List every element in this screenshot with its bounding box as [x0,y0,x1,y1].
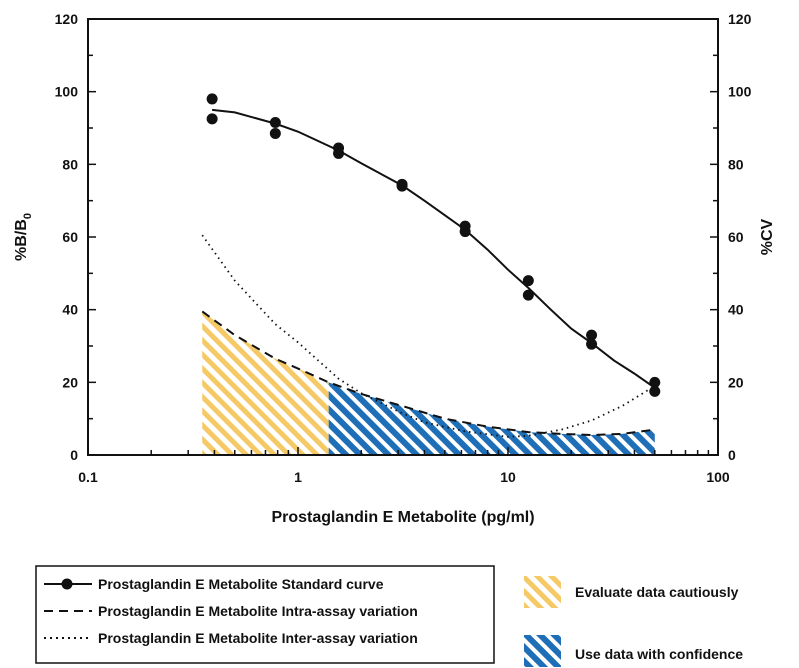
legend-marker-standard-curve [61,578,73,590]
shaded-region-evaluate-cautiously [202,311,329,455]
y-axis-title-left: %B/B0 [13,213,34,261]
y-tick-label-right: 0 [728,447,736,463]
x-tick-label: 100 [706,469,730,485]
y-tick-label-right: 20 [728,374,744,390]
legend-label-evaluate-cautiously: Evaluate data cautiously [575,584,739,600]
plot-frame [87,18,719,456]
shaded-regions [202,311,655,455]
y-axis-title-left-subscript: 0 [22,213,34,219]
y-tick-label-left: 0 [70,447,78,463]
y-tick-label-left: 100 [55,84,79,100]
legend-swatch-use-with-confidence [524,635,561,667]
y-axis-title-left-main: %B/B [13,219,30,261]
standard-curve-markers [206,93,661,397]
legend-box [35,565,495,664]
data-point [206,113,218,125]
y-axis-title-right: %CV [759,218,776,255]
y-tick-label-left: 20 [62,374,78,390]
svg-text:%B/B0: %B/B0 [13,213,34,261]
x-tick-label: 0.1 [78,469,98,485]
data-point [522,275,534,287]
axis-tick-labels: 0 20 40 60 80 100 120 0 20 40 60 80 100 120 0.1 1 10 100 [55,11,752,485]
y-tick-label-right: 60 [728,229,744,245]
data-point [522,289,534,301]
legend-label-standard-curve: Prostaglandin E Metabolite Standard curv… [98,576,384,592]
y-tick-label-right: 80 [728,156,744,172]
legend-label-intra-assay: Prostaglandin E Metabolite Intra-assay v… [98,603,418,619]
y-tick-label-right: 40 [728,302,744,318]
x-tick-label: 10 [500,469,516,485]
data-point [649,385,661,397]
x-tick-label: 1 [294,469,302,485]
legend-label-inter-assay: Prostaglandin E Metabolite Inter-assay v… [98,630,418,646]
y-tick-label-left: 60 [62,229,78,245]
x-axis-title: Prostaglandin E Metabolite (pg/ml) [271,509,534,526]
data-point [649,376,661,388]
data-point [269,117,281,129]
axis-ticks [87,18,718,456]
data-point [396,178,408,190]
shaded-region-use-with-confidence [328,382,655,455]
y-tick-label-left: 80 [62,156,78,172]
line-intra-assay [201,310,655,437]
y-tick-label-left: 40 [62,302,78,318]
y-tick-label-left: 120 [55,11,79,27]
legend-swatch-evaluate-cautiously [524,576,561,608]
data-point [269,127,281,139]
y-tick-label-right: 100 [728,84,752,100]
data-point [586,329,598,341]
legend: Prostaglandin E Metabolite Standard curv… [35,565,495,664]
data-point [333,147,345,159]
data-point [206,93,218,105]
data-point [459,226,471,238]
region-legend: Evaluate data cautiously Use data with c… [524,576,743,667]
data-point [586,338,598,350]
legend-label-use-with-confidence: Use data with confidence [575,646,743,662]
y-tick-label-right: 120 [728,11,752,27]
